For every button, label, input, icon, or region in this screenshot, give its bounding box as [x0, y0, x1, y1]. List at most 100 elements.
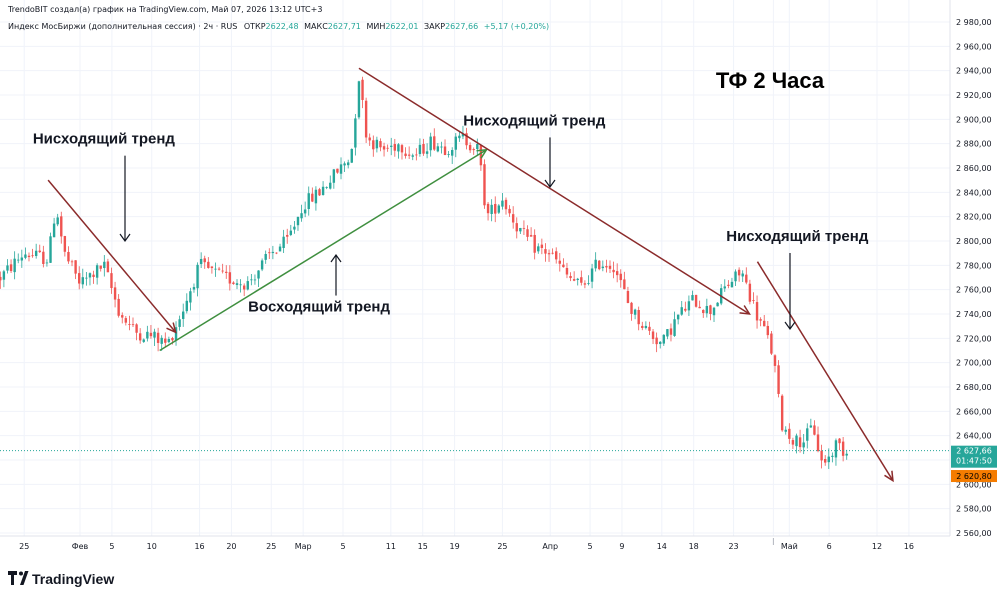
candle-body [332, 169, 336, 183]
candle-body [92, 274, 95, 277]
candle-body [178, 319, 181, 327]
close-label: ЗАКР [424, 22, 445, 31]
candles [0, 76, 848, 469]
candle-body [418, 144, 422, 154]
candle-body [167, 338, 171, 343]
candle-body [745, 274, 748, 283]
symbol-name[interactable]: Индекс МосБиржи (дополнительная сессия) … [8, 22, 237, 31]
candle-body [691, 295, 694, 301]
candle-body [612, 269, 615, 273]
candle-body [522, 227, 526, 229]
candle-body [576, 278, 579, 281]
candle-body [673, 319, 676, 336]
annotation-downtrend-3[interactable]: Нисходящий тренд [726, 228, 869, 245]
price-axis[interactable]: 2 980,00 2 960,00 2 940,00 2 920,00 2 900,00… [956, 18, 992, 538]
candle-body [723, 286, 726, 289]
candle-body [149, 332, 153, 337]
candle-body [286, 234, 289, 237]
candle-body [680, 307, 683, 315]
candle-body [268, 252, 271, 254]
time-axis[interactable]: 25 Фев 5 10 16 20 25 Мар 5 11 15 19 25 Апр 5 9 14 18 23 Май… [19, 538, 914, 551]
candle-body [85, 277, 88, 279]
candle-body [827, 456, 830, 463]
time-tick-label: 16 [904, 542, 914, 551]
drawings[interactable] [47, 67, 894, 483]
candle-body [217, 268, 221, 270]
time-tick-label: Фев [72, 542, 89, 551]
candle-body [454, 136, 457, 150]
price-tick-label: 2 700,00 [956, 359, 992, 368]
candle-body [95, 265, 99, 278]
annotation-downtrend-1[interactable]: Нисходящий тренд [33, 131, 176, 148]
candle-body [49, 236, 52, 263]
candle-body [555, 251, 558, 260]
candle-body [160, 337, 163, 344]
candle-body [296, 216, 300, 226]
high-label: МАКС [304, 22, 328, 31]
time-tick-label: 10 [147, 542, 157, 551]
annotation-uptrend[interactable]: Восходящий тренд [248, 299, 390, 316]
candle-body [38, 250, 41, 253]
trend-line-down-3-arrowhead [884, 470, 894, 483]
candle-body [199, 258, 203, 265]
candle-body [558, 260, 561, 264]
close-value: 2627,66 [445, 22, 478, 31]
trend-line-down-3[interactable] [756, 261, 894, 482]
candle-body [27, 255, 31, 258]
price-tick-label: 2 560,00 [956, 529, 992, 538]
candle-body [121, 315, 124, 318]
candle-body [375, 139, 379, 149]
candle-body [615, 271, 619, 276]
candle-body [730, 281, 734, 288]
candle-body [698, 306, 701, 309]
candle-body [648, 326, 651, 331]
price-tick-label: 2 880,00 [956, 140, 992, 149]
candle-body [712, 307, 716, 316]
candle-body [569, 276, 572, 279]
candle-body [644, 325, 648, 328]
candle-body [734, 271, 737, 282]
candle-body [239, 284, 242, 286]
candle-body [364, 100, 368, 138]
candle-body [716, 302, 719, 307]
candle-body [174, 327, 178, 341]
candle-body [228, 272, 232, 284]
candle-body [784, 429, 787, 432]
candle-body [271, 251, 275, 254]
annotation-downtrend-2[interactable]: Нисходящий тренд [463, 112, 606, 129]
candle-body [192, 287, 196, 290]
candle-body [562, 264, 565, 268]
candle-body [501, 200, 504, 207]
candle-body [443, 146, 447, 156]
candle-body [458, 135, 461, 139]
candle-body [834, 440, 838, 458]
candle-body [386, 147, 389, 149]
candle-body [450, 150, 454, 156]
candle-body [515, 223, 518, 232]
timeframe-label[interactable]: ТФ 2 Часа [716, 68, 825, 93]
candle-body [619, 273, 622, 281]
candle-body [425, 151, 429, 154]
time-tick-label: Апр [542, 542, 558, 551]
candle-body [479, 145, 483, 166]
candle-body [752, 300, 755, 301]
trend-line-up[interactable] [159, 149, 487, 352]
candle-body [565, 267, 569, 275]
candle-body [361, 79, 364, 100]
candle-body [540, 244, 544, 248]
candle-body [303, 209, 307, 214]
candle-body [461, 133, 465, 137]
candle-body [110, 273, 113, 289]
time-tick-label: 18 [689, 542, 699, 551]
candle-body [135, 324, 138, 333]
candle-body [806, 428, 809, 441]
candle-body [329, 182, 332, 189]
candle-body [526, 229, 529, 237]
tradingview-logo[interactable]: TradingView [8, 571, 114, 587]
candle-body [346, 162, 350, 166]
candle-body [583, 283, 587, 285]
trend-line-down-1[interactable] [47, 179, 177, 333]
trend-line-down-2[interactable] [358, 67, 750, 315]
candle-body [81, 277, 84, 285]
